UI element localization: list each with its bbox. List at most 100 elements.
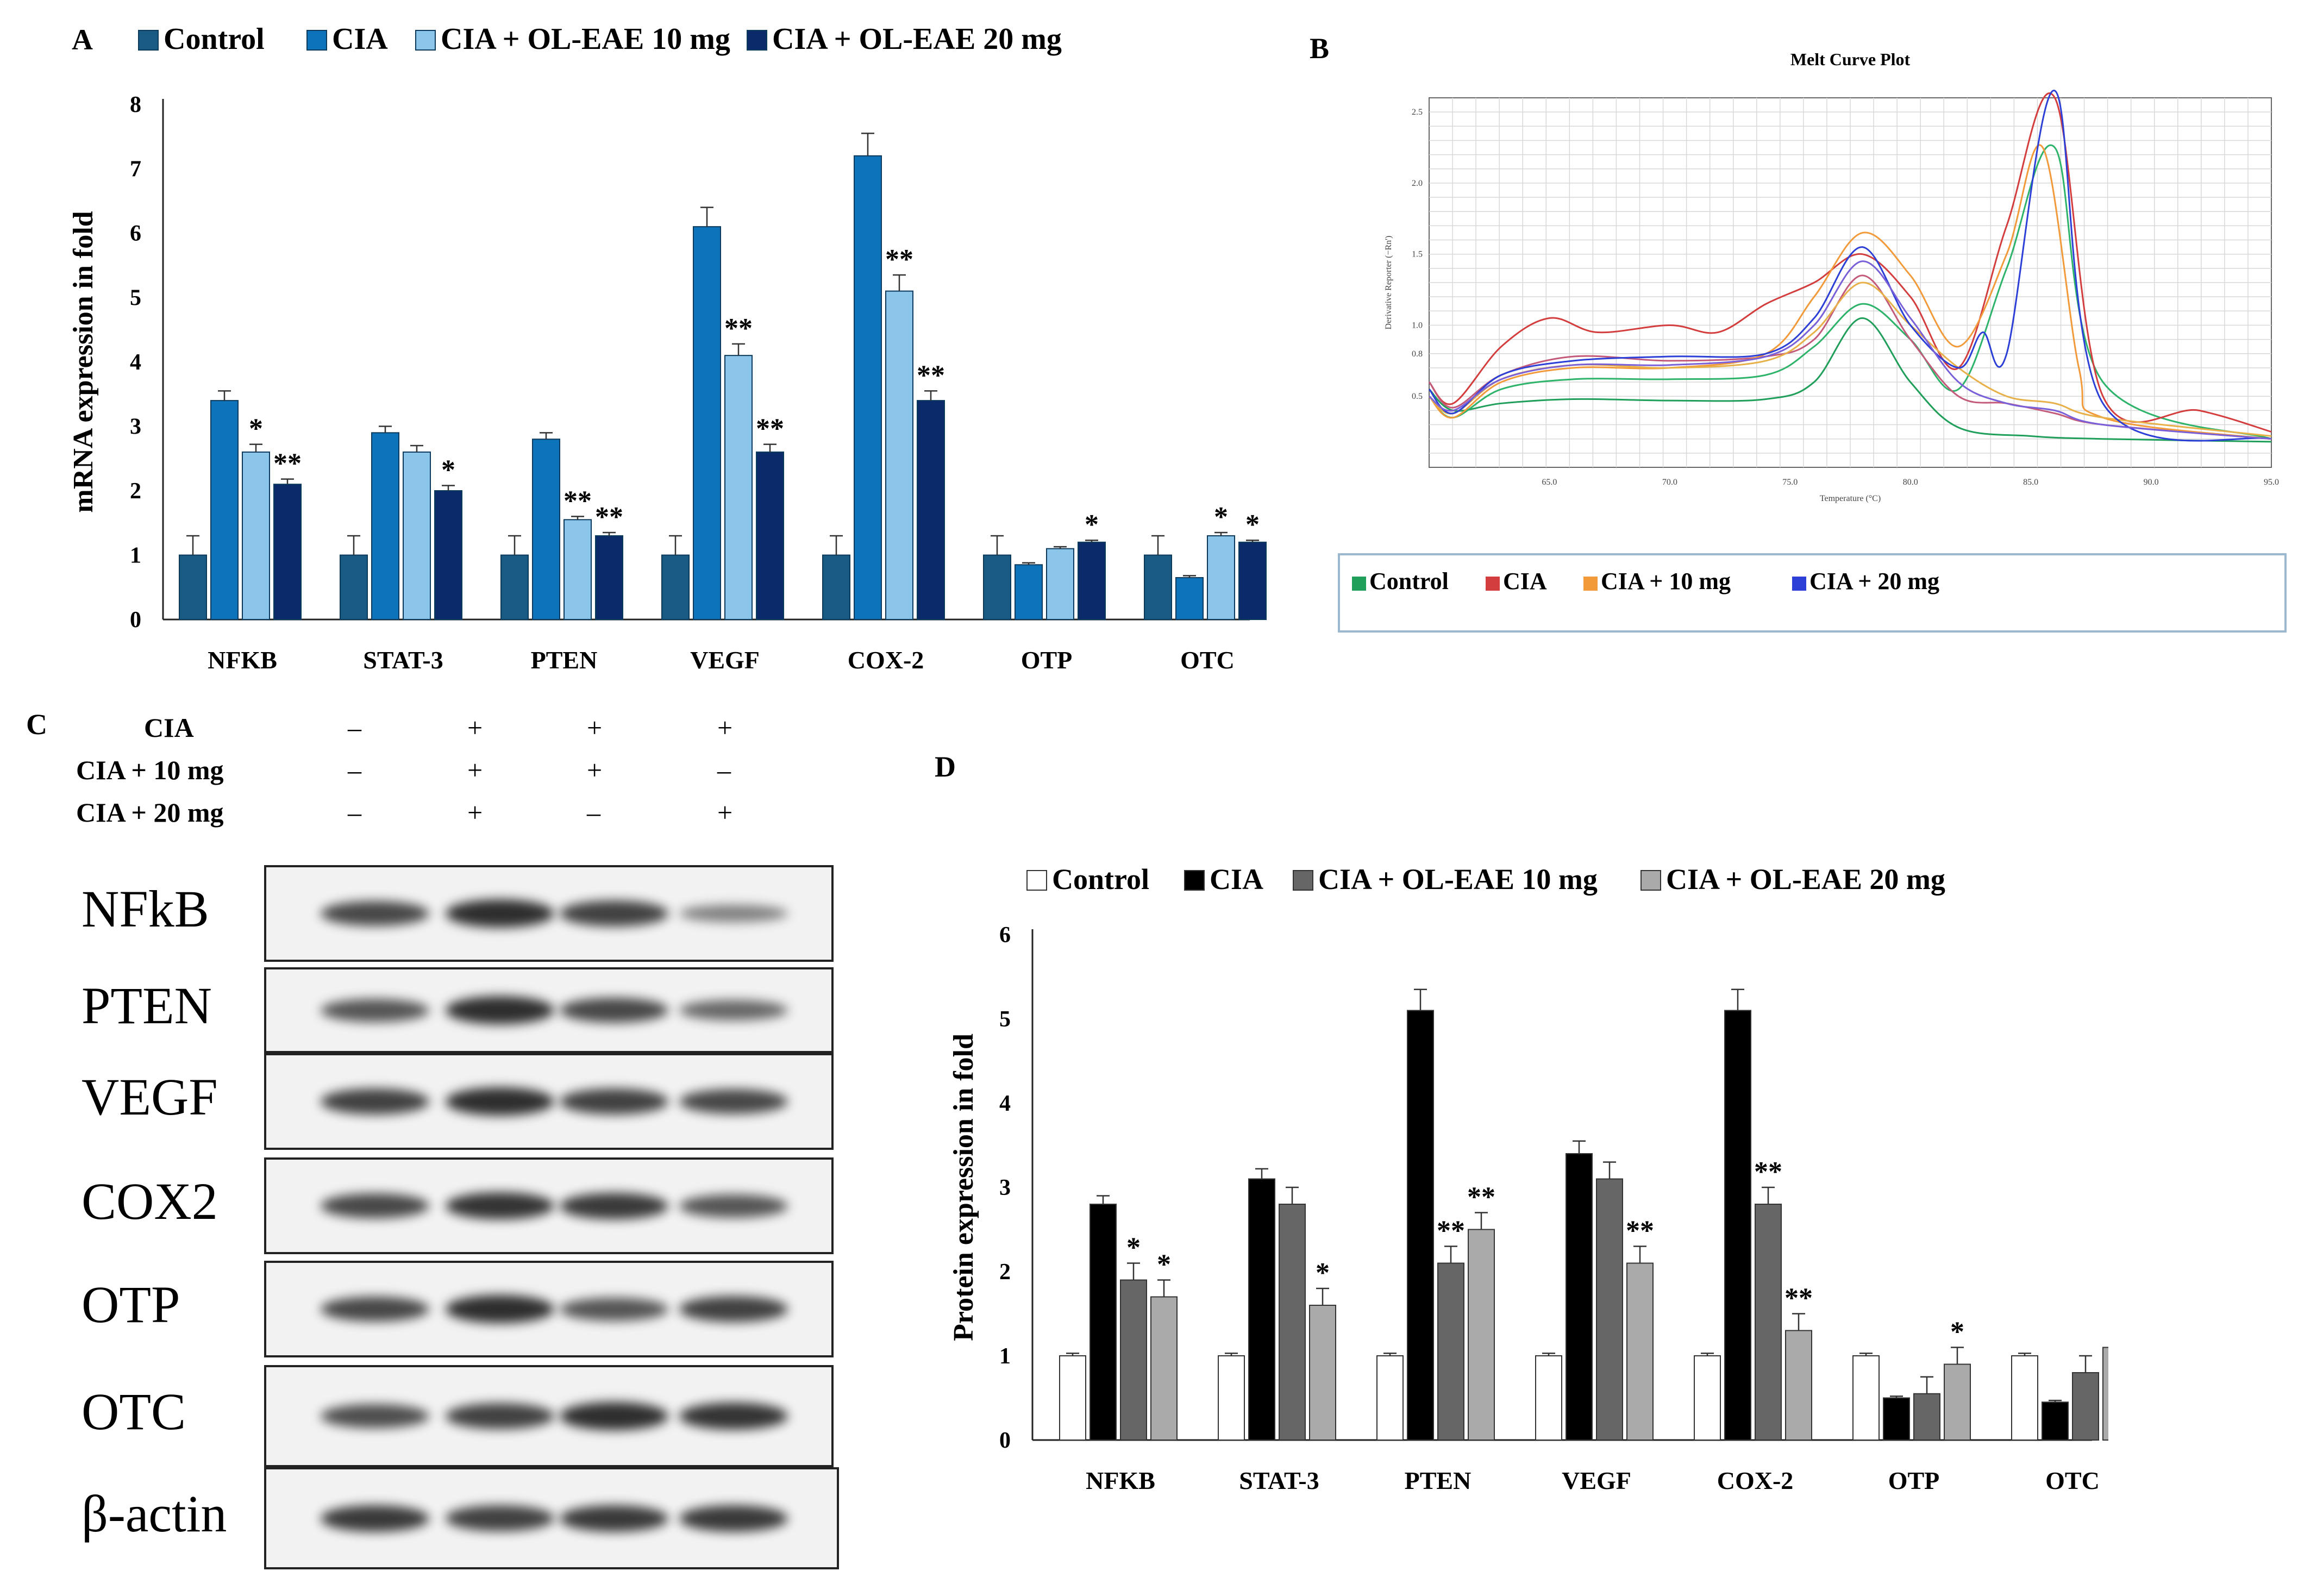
blot-band: [679, 1194, 788, 1218]
y-tick-label: 1: [130, 543, 141, 568]
x-tick-label: 75.0: [1782, 478, 1798, 487]
blot-band: [446, 1087, 554, 1116]
bar: [563, 519, 592, 621]
bar: [500, 554, 529, 620]
bar: [595, 535, 623, 621]
significance-mark: **: [1626, 1216, 1654, 1247]
melt-curve-control: [1428, 317, 2272, 443]
category-label: COX-2: [1717, 1467, 1794, 1494]
bar: [2042, 1401, 2069, 1441]
significance-mark: *: [1214, 502, 1228, 533]
y-axis-label: mRNA expression in fold: [68, 211, 99, 512]
blot-band: [446, 1295, 554, 1323]
y-tick-label: 8: [130, 92, 141, 117]
bar: [2102, 1347, 2108, 1441]
category-label: PTEN: [1405, 1467, 1472, 1494]
bar: [1218, 1355, 1245, 1441]
blot-band: [679, 1505, 788, 1532]
melt-curve-control: [1428, 145, 2272, 440]
blot-band: [446, 1403, 554, 1429]
bar: [210, 400, 239, 620]
bar: [724, 355, 753, 621]
significance-mark: **: [1754, 1156, 1782, 1187]
panel-label-d: D: [935, 750, 956, 783]
significance-mark: **: [724, 313, 753, 344]
legend-label: CIA + 10 mg: [1601, 568, 1731, 594]
legend-label: Control: [164, 22, 265, 56]
bar: [1913, 1393, 1940, 1441]
bar: [1279, 1204, 1306, 1441]
blot-band: [321, 1297, 429, 1322]
bar: [756, 451, 784, 621]
y-tick-label: 1.5: [1412, 250, 1423, 259]
condition-sign: +: [467, 712, 483, 743]
bar: [1407, 1010, 1434, 1441]
category-label: NFKB: [1086, 1467, 1155, 1494]
y-tick-label: 1.0: [1412, 321, 1423, 330]
bar: [1852, 1355, 1880, 1441]
category-label: VEGF: [1562, 1467, 1631, 1494]
legend-swatch: [1026, 870, 1047, 891]
blot-strip: [264, 1261, 834, 1357]
significance-mark: **: [595, 502, 623, 533]
significance-mark: **: [273, 448, 302, 479]
chart-b-melt-curve: Melt Curve Plot 65.0 70.0 75.0 80.0 85.0 90.0 9…: [1384, 49, 2279, 503]
legend-item: Control: [1352, 567, 1449, 595]
bar: [2072, 1372, 2099, 1441]
x-tick-label: 65.0: [1542, 478, 1557, 487]
blot-label: OTP: [82, 1275, 180, 1334]
blot-band: [446, 1505, 554, 1531]
x-tick-label: 80.0: [1903, 478, 1918, 487]
condition-label: CIA: [144, 712, 194, 743]
panel-label-a: A: [72, 23, 93, 56]
legend-label: CIA + OL-EAE 20 mg: [1666, 863, 1945, 896]
bar: [1248, 1178, 1275, 1441]
category-label: NFKB: [208, 646, 277, 674]
y-tick-label: 4: [999, 1091, 1011, 1116]
blot-strip: [264, 865, 834, 962]
y-tick-label: 2: [130, 479, 141, 504]
condition-sign: +: [717, 712, 733, 743]
y-tick-label: 0: [130, 608, 141, 633]
blot-band: [560, 1402, 668, 1430]
x-axis-label: Temperature (°C): [1820, 494, 1881, 503]
legend-swatch: [1352, 577, 1366, 591]
bar: [1535, 1355, 1562, 1441]
bar: [1144, 554, 1172, 620]
melt-curve-cia: [1428, 274, 2272, 440]
blot-band: [321, 901, 429, 926]
legend-label: Control: [1052, 863, 1149, 896]
condition-label: CIA + 20 mg: [76, 797, 224, 828]
category-label: OTP: [1888, 1467, 1940, 1494]
category-label: STAT-3: [363, 646, 443, 674]
bar: [1089, 1204, 1117, 1441]
condition-sign: +: [717, 797, 733, 828]
legend-swatch: [1293, 870, 1313, 891]
condition-sign: +: [587, 712, 603, 743]
blot-strip: [264, 967, 834, 1053]
category-label: STAT-3: [1239, 1467, 1319, 1494]
significance-mark: *: [1085, 509, 1099, 540]
legend-label: CIA + OL-EAE 20 mg: [772, 22, 1062, 56]
bar: [693, 226, 721, 620]
y-axis-label: Protein expression in fold: [948, 1034, 979, 1341]
bar: [983, 554, 1011, 620]
condition-sign: +: [467, 755, 483, 785]
blot-band: [560, 1505, 668, 1532]
y-tick-label: 6: [130, 221, 141, 246]
y-tick-label: 2.0: [1412, 179, 1423, 188]
legend-swatch: [1486, 577, 1500, 591]
blot-band: [321, 1404, 429, 1429]
legend-swatch: [1583, 577, 1598, 591]
bar: [1755, 1204, 1782, 1441]
blot-band: [679, 1296, 788, 1322]
bar: [661, 554, 690, 620]
legend-swatch: [1640, 870, 1661, 891]
blot-band: [679, 999, 788, 1021]
blot-band: [321, 1193, 429, 1218]
significance-mark: *: [1245, 509, 1260, 540]
significance-mark: **: [756, 414, 784, 445]
condition-sign: –: [348, 797, 361, 828]
